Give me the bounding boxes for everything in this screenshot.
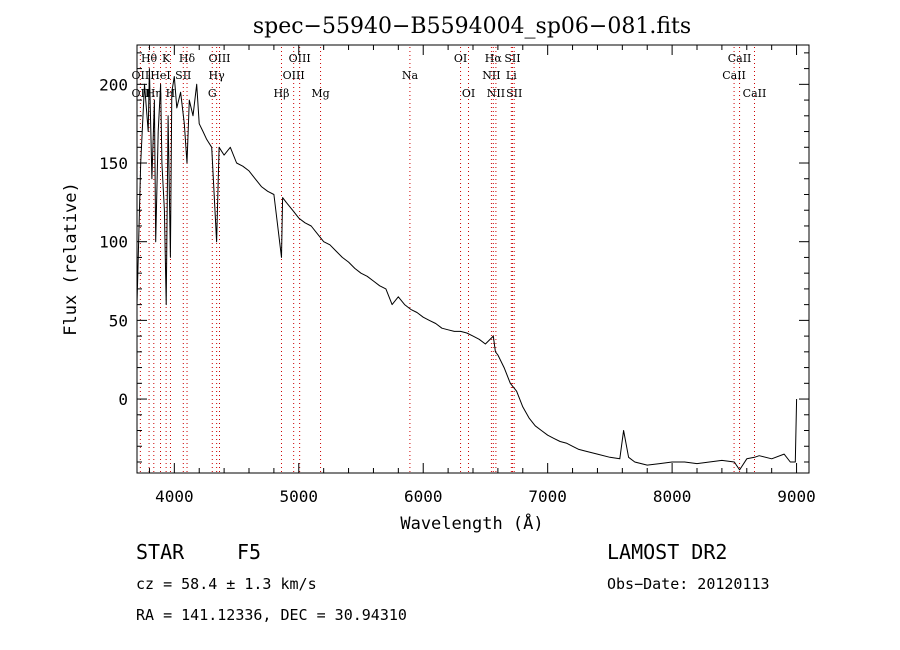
y-tick-label: 50: [109, 311, 128, 330]
line-label: OI: [454, 52, 467, 65]
line-label: Na: [402, 69, 419, 82]
object-class: STAR: [136, 540, 185, 564]
spectrum-layer: [136, 68, 798, 471]
line-label: OIII: [283, 69, 305, 82]
y-tick-label: 200: [99, 75, 128, 94]
x-tick-label: 9000: [777, 487, 816, 506]
line-label: HeI: [150, 69, 170, 82]
x-axis-label: Wavelength (Å): [400, 512, 543, 534]
x-tick-label: 6000: [404, 487, 443, 506]
coordinates: RA = 141.12336, DEC = 30.94310: [136, 606, 407, 624]
line-label: SII: [506, 87, 522, 100]
plot-frame: [136, 44, 810, 474]
line-label: OIII: [289, 52, 311, 65]
line-label: Hα: [485, 52, 503, 65]
x-tick-label: 4000: [155, 487, 194, 506]
x-tick-label: 7000: [528, 487, 567, 506]
x-tick-label: 8000: [653, 487, 692, 506]
line-label: CaII: [728, 52, 752, 65]
line-label: K: [162, 52, 171, 65]
line-label: NII: [482, 69, 500, 82]
y-axis-ticks: 0 50 100 150 200: [99, 52, 809, 463]
line-label: Mg: [311, 87, 329, 100]
line-label: Hβ: [274, 87, 290, 100]
y-axis-label: Flux (relative): [61, 182, 81, 336]
y-tick-label: 0: [118, 390, 128, 409]
line-label: Hγ: [209, 69, 226, 82]
line-label: SII: [504, 52, 520, 65]
line-label: Hη: [146, 87, 162, 100]
redshift-cz: cz = 58.4 ± 1.3 km/s: [136, 575, 317, 593]
survey-name: LAMOST DR2: [607, 540, 727, 564]
line-label: SII: [175, 69, 191, 82]
object-subclass: F5: [237, 540, 261, 564]
observation-date: Obs−Date: 20120113: [607, 575, 770, 593]
y-tick-label: 100: [99, 233, 128, 252]
line-label: NII: [487, 87, 505, 100]
line-label: OII: [132, 69, 150, 82]
line-label: Hδ: [179, 52, 196, 65]
x-axis-ticks: 4000 5000 6000 7000 8000 9000: [148, 45, 816, 506]
line-label: H: [166, 87, 176, 100]
y-tick-label: 150: [99, 154, 128, 173]
line-label: Li: [506, 69, 517, 82]
line-label: OI: [462, 87, 475, 100]
line-label: OII: [132, 87, 150, 100]
line-label: Hθ: [141, 52, 158, 65]
spectrum-line: [136, 68, 798, 471]
line-label: OIII: [208, 52, 230, 65]
line-label: CaII: [743, 87, 767, 100]
chart-title: spec−55940−B5594004_sp06−081.fits: [253, 14, 691, 39]
emission-line-markers: [139, 47, 755, 473]
line-label: G: [208, 87, 217, 100]
x-tick-label: 5000: [280, 487, 319, 506]
line-label: CaII: [722, 69, 746, 82]
